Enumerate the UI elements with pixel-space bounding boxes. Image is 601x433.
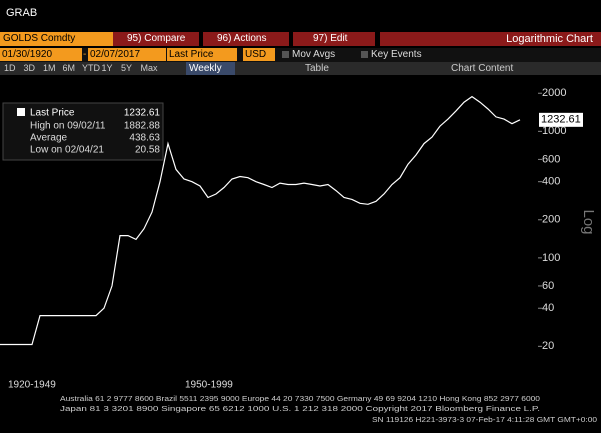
key-events[interactable]: Key Events bbox=[371, 49, 422, 60]
chart-content-button[interactable]: Chart Content bbox=[451, 63, 514, 74]
legend-stat-value: 1882.88 bbox=[124, 121, 161, 132]
toolbar-button[interactable]: 96) Actions bbox=[203, 32, 289, 46]
last-value-label: 1232.61 bbox=[541, 114, 581, 126]
period-tab[interactable]: 1Y bbox=[101, 63, 113, 73]
legend: Last Price 1232.61 High on 09/02/11 1882.88… bbox=[2, 102, 164, 161]
mov-avgs[interactable]: Mov Avgs bbox=[292, 49, 336, 60]
last-value-box bbox=[539, 112, 583, 127]
legend-stat-value: 20.58 bbox=[135, 145, 160, 156]
chart-type: Logarithmic Chart bbox=[380, 32, 601, 46]
y-tick-label: 600 bbox=[542, 153, 560, 165]
security-field[interactable]: GOLDS Comdty bbox=[0, 32, 113, 46]
period-tab[interactable]: 1D bbox=[4, 63, 16, 73]
toolbar: GOLDS Comdty 95) Compare 96) Actions 97)… bbox=[0, 31, 601, 47]
y-tick-label: 20 bbox=[542, 340, 554, 352]
start-date[interactable]: 01/30/1920 bbox=[0, 48, 82, 61]
field-select[interactable]: Last Price bbox=[167, 48, 237, 61]
legend-value: 1232.61 bbox=[124, 108, 161, 119]
toolbar-button[interactable]: 97) Edit bbox=[293, 32, 375, 46]
y-tick-label: 200 bbox=[542, 214, 560, 226]
period-tab[interactable]: YTD bbox=[82, 63, 100, 73]
checkbox[interactable] bbox=[282, 51, 289, 58]
window-title: GRAB bbox=[6, 7, 38, 19]
tab-bar: Weekly Table Chart Content 1D 3D 1M 6M YTD 1Y… bbox=[0, 62, 601, 75]
y-axis-label: Log bbox=[580, 209, 597, 234]
period-tab[interactable]: Max bbox=[140, 63, 158, 73]
table-button[interactable]: Table bbox=[305, 63, 329, 74]
legend-label: Last Price bbox=[30, 108, 75, 119]
footer-line: SN 119126 H221-3973-3 07-Feb-17 4:11:28 … bbox=[372, 417, 597, 424]
y-tick-label: 1000 bbox=[542, 125, 566, 137]
y-tick-label: 40 bbox=[542, 302, 554, 314]
y-tick-label: 400 bbox=[542, 176, 560, 188]
footer-line: Japan 81 3 3201 8900 Singapore 65 6212 1… bbox=[60, 406, 540, 413]
y-tick-label: 100 bbox=[542, 252, 560, 264]
date-separator: - bbox=[83, 49, 87, 60]
x-period-label: 1920-1949 bbox=[8, 380, 56, 391]
frequency-select[interactable]: Weekly bbox=[186, 62, 235, 75]
legend-stat-value: 438.63 bbox=[129, 133, 160, 144]
x-period-label: 1950-1999 bbox=[185, 380, 233, 391]
y-tick-label: 2000 bbox=[542, 87, 566, 99]
toolbar-button[interactable]: 95) Compare bbox=[113, 32, 199, 46]
y-tick-label: 60 bbox=[542, 280, 554, 292]
footer-line: Australia 61 2 9777 8600 Brazil 5511 239… bbox=[60, 396, 540, 403]
title-bar: GRAB bbox=[0, 0, 601, 28]
period-tab[interactable]: 1M bbox=[43, 63, 56, 73]
currency-select[interactable]: USD bbox=[243, 48, 275, 61]
period-tab[interactable]: 5Y bbox=[121, 63, 133, 73]
checkbox[interactable] bbox=[361, 51, 368, 58]
legend-stat-label: High on 09/02/11 bbox=[30, 121, 106, 132]
legend-stat-label: Low on 02/04/21 bbox=[30, 145, 104, 156]
settings-bar: 01/30/1920 - 02/07/2017 Last Price USD M… bbox=[0, 48, 601, 62]
period-tab[interactable]: 3D bbox=[23, 63, 36, 73]
legend-box bbox=[2, 102, 164, 161]
legend-swatch bbox=[17, 108, 25, 116]
price-line bbox=[0, 95, 521, 346]
end-date[interactable]: 02/07/2017 bbox=[88, 48, 166, 61]
legend-stat-label: Average bbox=[30, 133, 68, 144]
period-tab[interactable]: 6M bbox=[62, 63, 76, 73]
